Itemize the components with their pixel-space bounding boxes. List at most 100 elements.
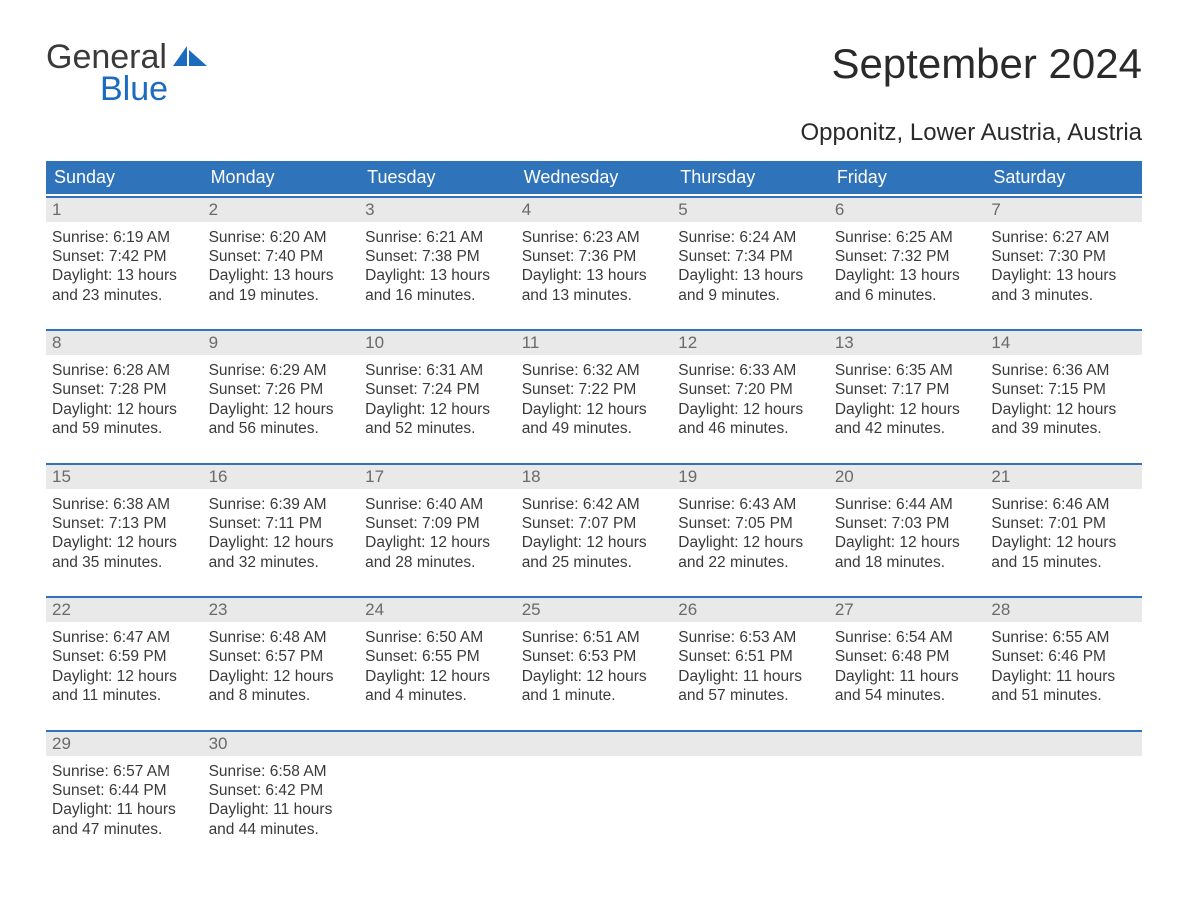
day-cell: 7Sunrise: 6:27 AMSunset: 7:30 PMDaylight… — [985, 198, 1142, 328]
sunrise-text: Sunrise: 6:44 AM — [835, 495, 980, 514]
sunrise-text: Sunrise: 6:51 AM — [522, 628, 667, 647]
daylight-text: Daylight: 12 hours and 52 minutes. — [365, 400, 510, 439]
sunset-text: Sunset: 7:05 PM — [678, 514, 823, 533]
sunset-text: Sunset: 7:32 PM — [835, 247, 980, 266]
day-number: 29 — [46, 732, 203, 756]
day-body: Sunrise: 6:21 AMSunset: 7:38 PMDaylight:… — [359, 222, 516, 328]
day-cell — [829, 732, 986, 862]
week-row: 22Sunrise: 6:47 AMSunset: 6:59 PMDayligh… — [46, 596, 1142, 728]
day-number: 23 — [203, 598, 360, 622]
day-number: 8 — [46, 331, 203, 355]
sunrise-text: Sunrise: 6:25 AM — [835, 228, 980, 247]
day-cell — [359, 732, 516, 862]
day-number: 10 — [359, 331, 516, 355]
day-cell: 2Sunrise: 6:20 AMSunset: 7:40 PMDaylight… — [203, 198, 360, 328]
sunrise-text: Sunrise: 6:27 AM — [991, 228, 1136, 247]
daylight-text: Daylight: 12 hours and 42 minutes. — [835, 400, 980, 439]
sunset-text: Sunset: 6:59 PM — [52, 647, 197, 666]
sunset-text: Sunset: 6:55 PM — [365, 647, 510, 666]
sunrise-text: Sunrise: 6:50 AM — [365, 628, 510, 647]
week-row: 15Sunrise: 6:38 AMSunset: 7:13 PMDayligh… — [46, 463, 1142, 595]
day-body: Sunrise: 6:47 AMSunset: 6:59 PMDaylight:… — [46, 622, 203, 728]
day-number: 20 — [829, 465, 986, 489]
daylight-text: Daylight: 11 hours and 44 minutes. — [209, 800, 354, 839]
sunset-text: Sunset: 7:36 PM — [522, 247, 667, 266]
day-number: 25 — [516, 598, 673, 622]
daylight-text: Daylight: 13 hours and 9 minutes. — [678, 266, 823, 305]
day-number — [516, 732, 673, 756]
day-cell: 28Sunrise: 6:55 AMSunset: 6:46 PMDayligh… — [985, 598, 1142, 728]
dayhead-tuesday: Tuesday — [359, 161, 516, 194]
weeks-container: 1Sunrise: 6:19 AMSunset: 7:42 PMDaylight… — [46, 196, 1142, 862]
logo-text-general: General — [46, 38, 167, 76]
daylight-text: Daylight: 12 hours and 46 minutes. — [678, 400, 823, 439]
sunset-text: Sunset: 7:07 PM — [522, 514, 667, 533]
daylight-text: Daylight: 12 hours and 25 minutes. — [522, 533, 667, 572]
day-number: 21 — [985, 465, 1142, 489]
day-cell: 27Sunrise: 6:54 AMSunset: 6:48 PMDayligh… — [829, 598, 986, 728]
day-body: Sunrise: 6:28 AMSunset: 7:28 PMDaylight:… — [46, 355, 203, 461]
daylight-text: Daylight: 12 hours and 1 minute. — [522, 667, 667, 706]
sunset-text: Sunset: 7:26 PM — [209, 380, 354, 399]
logo: General Blue — [46, 40, 209, 105]
sunset-text: Sunset: 7:15 PM — [991, 380, 1136, 399]
week-row: 8Sunrise: 6:28 AMSunset: 7:28 PMDaylight… — [46, 329, 1142, 461]
day-body: Sunrise: 6:46 AMSunset: 7:01 PMDaylight:… — [985, 489, 1142, 595]
sunset-text: Sunset: 7:13 PM — [52, 514, 197, 533]
day-number: 17 — [359, 465, 516, 489]
day-cell — [672, 732, 829, 862]
sunrise-text: Sunrise: 6:43 AM — [678, 495, 823, 514]
day-body — [672, 756, 829, 784]
day-number: 16 — [203, 465, 360, 489]
day-body: Sunrise: 6:43 AMSunset: 7:05 PMDaylight:… — [672, 489, 829, 595]
day-cell: 30Sunrise: 6:58 AMSunset: 6:42 PMDayligh… — [203, 732, 360, 862]
day-body: Sunrise: 6:19 AMSunset: 7:42 PMDaylight:… — [46, 222, 203, 328]
dayhead-monday: Monday — [203, 161, 360, 194]
day-number: 1 — [46, 198, 203, 222]
logo-text-blue: Blue — [100, 74, 168, 105]
daylight-text: Daylight: 11 hours and 51 minutes. — [991, 667, 1136, 706]
day-cell: 20Sunrise: 6:44 AMSunset: 7:03 PMDayligh… — [829, 465, 986, 595]
day-number: 30 — [203, 732, 360, 756]
day-number: 14 — [985, 331, 1142, 355]
sunset-text: Sunset: 6:42 PM — [209, 781, 354, 800]
day-body — [985, 756, 1142, 784]
day-cell: 12Sunrise: 6:33 AMSunset: 7:20 PMDayligh… — [672, 331, 829, 461]
day-number: 9 — [203, 331, 360, 355]
dayhead-wednesday: Wednesday — [516, 161, 673, 194]
day-body: Sunrise: 6:35 AMSunset: 7:17 PMDaylight:… — [829, 355, 986, 461]
day-number — [985, 732, 1142, 756]
daylight-text: Daylight: 11 hours and 54 minutes. — [835, 667, 980, 706]
sunrise-text: Sunrise: 6:35 AM — [835, 361, 980, 380]
day-body: Sunrise: 6:40 AMSunset: 7:09 PMDaylight:… — [359, 489, 516, 595]
day-body: Sunrise: 6:53 AMSunset: 6:51 PMDaylight:… — [672, 622, 829, 728]
day-number — [829, 732, 986, 756]
dayhead-sunday: Sunday — [46, 161, 203, 194]
day-cell — [985, 732, 1142, 862]
day-number: 11 — [516, 331, 673, 355]
title-block: September 2024 — [831, 40, 1142, 88]
daylight-text: Daylight: 12 hours and 59 minutes. — [52, 400, 197, 439]
day-body: Sunrise: 6:29 AMSunset: 7:26 PMDaylight:… — [203, 355, 360, 461]
sunset-text: Sunset: 7:38 PM — [365, 247, 510, 266]
daylight-text: Daylight: 13 hours and 6 minutes. — [835, 266, 980, 305]
day-cell: 17Sunrise: 6:40 AMSunset: 7:09 PMDayligh… — [359, 465, 516, 595]
daylight-text: Daylight: 12 hours and 56 minutes. — [209, 400, 354, 439]
dayhead-friday: Friday — [829, 161, 986, 194]
day-body: Sunrise: 6:39 AMSunset: 7:11 PMDaylight:… — [203, 489, 360, 595]
day-number: 26 — [672, 598, 829, 622]
day-body: Sunrise: 6:58 AMSunset: 6:42 PMDaylight:… — [203, 756, 360, 862]
day-number: 4 — [516, 198, 673, 222]
sunset-text: Sunset: 7:17 PM — [835, 380, 980, 399]
sunrise-text: Sunrise: 6:39 AM — [209, 495, 354, 514]
sunrise-text: Sunrise: 6:47 AM — [52, 628, 197, 647]
daylight-text: Daylight: 12 hours and 39 minutes. — [991, 400, 1136, 439]
day-body: Sunrise: 6:57 AMSunset: 6:44 PMDaylight:… — [46, 756, 203, 862]
daylight-text: Daylight: 12 hours and 35 minutes. — [52, 533, 197, 572]
dayhead-thursday: Thursday — [672, 161, 829, 194]
day-number: 28 — [985, 598, 1142, 622]
sunrise-text: Sunrise: 6:19 AM — [52, 228, 197, 247]
day-body: Sunrise: 6:48 AMSunset: 6:57 PMDaylight:… — [203, 622, 360, 728]
sunrise-text: Sunrise: 6:24 AM — [678, 228, 823, 247]
daylight-text: Daylight: 12 hours and 49 minutes. — [522, 400, 667, 439]
